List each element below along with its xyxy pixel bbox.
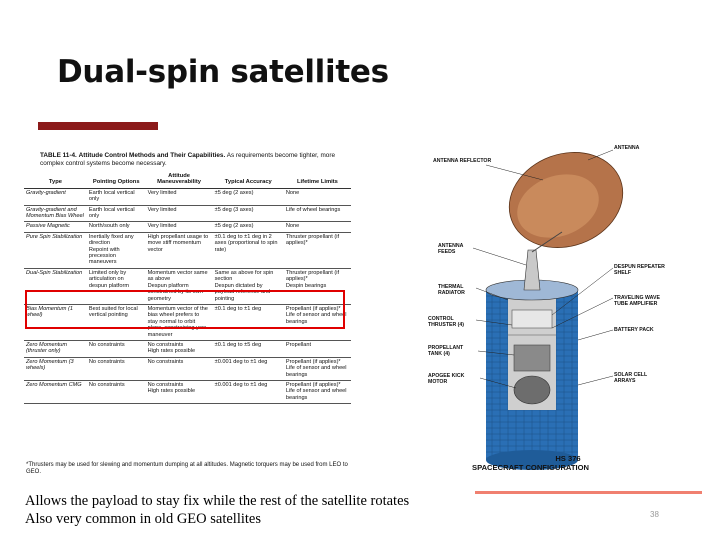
caption-line-1: Allows the payload to stay fix while the… (25, 493, 410, 509)
table-row: Gravity-gradient Earth local vertical onl… (24, 188, 351, 206)
table-cell-type: Gravity-gradient and Momentum Bias Wheel (24, 205, 87, 223)
propellant-tank (513, 344, 551, 372)
label-antenna-feeds: ANTENNA FEEDS (438, 243, 464, 255)
table-cell-type: Pure Spin Stabilization (24, 232, 87, 269)
table-cell-type: Zero Momentum (thruster only) (24, 340, 87, 358)
spacecraft-model: HS 376 (555, 454, 581, 463)
label-control-thruster: CONTROL THRUSTER (4) (428, 316, 465, 328)
table-cell-maneuver: High propellant usage to move stiff mome… (145, 232, 213, 269)
drum-bottom (486, 450, 578, 470)
label-apogee-kick-motor: APOGEE KICK MOTOR (428, 373, 465, 385)
accent-line (475, 491, 702, 494)
table-cell-lifetime: None (283, 188, 351, 206)
hs376-spacecraft-diagram (472, 149, 624, 470)
table-cell-maneuver: No constraints (145, 357, 213, 381)
table-cell-type: Zero Momentum CMG (24, 380, 87, 405)
caption-line-2: Also very common in old GEO satellites (25, 511, 261, 527)
table-cell-pointing: North/south only (86, 221, 146, 233)
table-footnote: *Thrusters may be used for slewing and m… (26, 462, 348, 476)
table-cell-accuracy: ±5 deg (3 axes) (212, 205, 284, 223)
table-cell-type: Gravity-gradient (24, 188, 87, 206)
table-row: Zero Momentum (thruster only) No constrai… (24, 340, 351, 358)
table-cell-maneuver: Very limited (145, 205, 213, 223)
label-antenna-reflector: ANTENNA REFLECTOR (433, 158, 492, 164)
table-cell-maneuver: Very limited (145, 221, 213, 233)
table-row: Zero Momentum (3 wheels) No constraints No… (24, 357, 351, 381)
table-row: Pure Spin Stabilization Inertially fixed … (24, 232, 351, 269)
table-cell-accuracy: ±0.1 deg to ±1 deg in 2 axes (proportion… (212, 232, 284, 269)
table-caption: TABLE 11-4. Attitude Control Methods and… (40, 152, 358, 168)
slide-title: Dual-spin satellites (57, 54, 389, 90)
table-cell-pointing: Earth local vertical only (86, 188, 146, 206)
table-cell-accuracy: ±5 deg (2 axes) (212, 221, 284, 233)
table-cell-maneuver: Momentum vector same as above Despun plat… (145, 268, 213, 305)
header-type: Type (24, 172, 87, 189)
table-cell-pointing: Limited only by articulation on despun p… (86, 268, 146, 305)
table-cell-pointing: No constraints (86, 357, 146, 381)
header-pointing: Pointing Options (86, 172, 146, 189)
table-caption-label: TABLE 11-4. (40, 152, 77, 159)
header-accuracy: Typical Accuracy (212, 172, 284, 189)
spacecraft-config: SPACECRAFT CONFIGURATION (472, 462, 589, 472)
table-cell-accuracy: ±0.001 deg to ±1 deg (212, 357, 284, 381)
label-propellant-tank: PROPELLANT TANK (4) (428, 345, 464, 357)
table-header-row: Type Pointing Options Attitude Maneuvera… (24, 172, 351, 189)
despun-shelf (511, 309, 553, 329)
table-cell-maneuver: No constraints High rates possible (145, 340, 213, 358)
apogee-kick-motor (513, 375, 551, 405)
table-cell-lifetime: Propellant (283, 340, 351, 358)
table-cell-lifetime: Life of wheel bearings (283, 205, 351, 223)
table-cell-pointing: Inertially fixed any direction Repoint wi… (86, 232, 146, 269)
label-battery-pack: BATTERY PACK (614, 327, 654, 333)
table-cell-accuracy: ±5 deg (2 axes) (212, 188, 284, 206)
attitude-control-table: Type Pointing Options Attitude Maneuvera… (24, 172, 351, 405)
table-cell-lifetime: Propellant (if applies)* Life of sensor a… (283, 357, 351, 381)
table-caption-title: Attitude Control Methods and Their Capab… (78, 152, 226, 159)
table-row: Dual-Spin Stabilization Limited only by a… (24, 268, 351, 305)
header-maneuverability: Attitude Maneuverability (145, 172, 213, 189)
table-row: Gravity-gradient and Momentum Bias Wheel… (24, 205, 351, 223)
title-underline-bar (38, 122, 158, 130)
table-cell-type: Bias Momentum (1 wheel) (24, 304, 87, 341)
table-cell-lifetime: Propellant (if applies)* Life of sensor a… (283, 304, 351, 341)
table-cell-accuracy: ±0.1 deg to ±5 deg (212, 340, 284, 358)
table-row: Bias Momentum (1 wheel) Best suited for l… (24, 304, 351, 341)
table-cell-maneuver: Very limited (145, 188, 213, 206)
table-caption-text: As requirements become tighter, more com… (40, 152, 336, 168)
header-lifetime: Lifetime Limits (283, 172, 351, 189)
table-cell-accuracy: ±0.1 deg to ±1 deg (212, 304, 284, 341)
table-cell-maneuver: No constraints High rates possible (145, 380, 213, 405)
spacecraft-title: HS 376 SPACECRAFT CONFIGURATION (472, 454, 628, 472)
antenna-feed (523, 249, 541, 291)
table-cell-pointing: Earth local vertical only (86, 205, 146, 223)
table-cell-pointing: No constraints (86, 340, 146, 358)
table-cell-pointing: Best suited for local vertical pointing (86, 304, 146, 341)
table-cell-accuracy: ±0.001 deg to ±1 deg (212, 380, 284, 405)
label-antenna: ANTENNA (614, 145, 640, 151)
table-cell-type: Passive Magnetic (24, 221, 87, 233)
table-row: Zero Momentum CMG No constraints No constr… (24, 380, 351, 405)
table-cell-lifetime: None (283, 221, 351, 233)
table-cell-lifetime: Thruster propellant (if applies)* (283, 232, 351, 269)
table-cell-type: Dual-Spin Stabilization (24, 268, 87, 305)
label-solar-cell-arrays: SOLAR CELL ARRAYS (614, 372, 648, 384)
dual-spin-highlight-box (25, 290, 345, 329)
antenna-boom (531, 231, 563, 253)
label-thermal-radiator: THERMAL RADIATOR (438, 284, 465, 296)
label-traveling-wave-tube: TRAVELING WAVE TUBE AMPLIFIER (614, 295, 660, 307)
table-cell-type: Zero Momentum (3 wheels) (24, 357, 87, 381)
table-row: Passive Magnetic North/south only Very lim… (24, 221, 351, 233)
table-cell-accuracy: Same as above for spin section Despun dic… (212, 268, 284, 305)
label-despun-repeater-shelf: DESPUN REPEATER SHELF (614, 264, 665, 276)
table-cell-lifetime: Propellant (if applies)* Life of sensor a… (283, 380, 351, 405)
table-cell-pointing: No constraints (86, 380, 146, 405)
page-number: 38 (650, 510, 659, 519)
slide-caption: Allows the payload to stay fix while the… (25, 492, 409, 528)
table-cell-lifetime: Thruster propellant (if applies)* Despin … (283, 268, 351, 305)
